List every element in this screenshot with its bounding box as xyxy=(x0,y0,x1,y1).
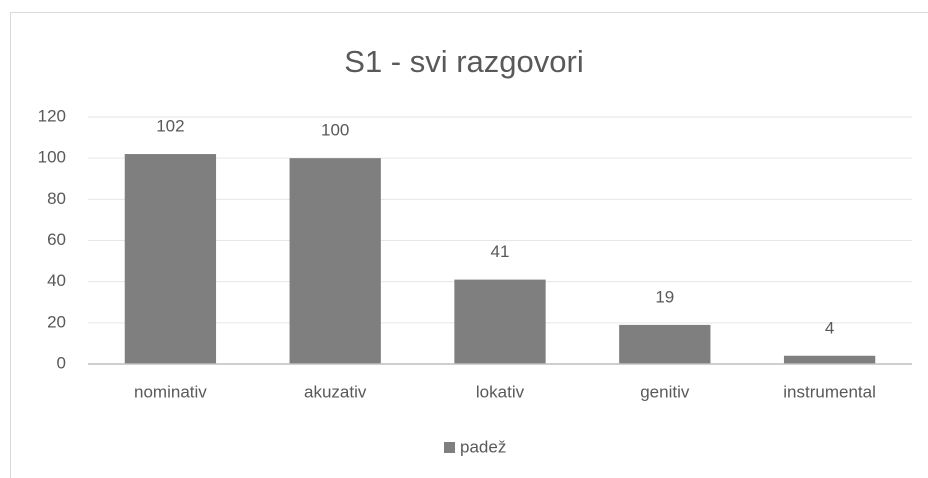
chart-title: S1 - svi razgovori xyxy=(344,44,583,79)
bar xyxy=(454,279,546,364)
data-label: 100 xyxy=(321,121,349,140)
bar xyxy=(289,158,381,364)
x-tick-label: instrumental xyxy=(783,382,876,401)
data-label: 4 xyxy=(825,318,834,337)
x-tick-label: akuzativ xyxy=(304,382,367,401)
y-tick-label: 80 xyxy=(47,189,66,208)
bar xyxy=(619,324,711,364)
y-tick-label: 40 xyxy=(47,271,66,290)
x-tick-label: nominativ xyxy=(134,382,207,401)
legend-swatch xyxy=(444,442,455,453)
y-tick-label: 0 xyxy=(57,353,66,372)
data-label: 41 xyxy=(491,242,510,261)
x-tick-label: lokativ xyxy=(476,382,525,401)
y-tick-label: 20 xyxy=(47,312,66,331)
y-tick-label: 120 xyxy=(38,106,66,125)
data-label: 102 xyxy=(156,117,184,136)
bar xyxy=(124,154,217,364)
data-label: 19 xyxy=(655,287,674,306)
legend-label: padež xyxy=(460,437,506,456)
x-tick-label: genitiv xyxy=(640,382,690,401)
y-tick-label: 60 xyxy=(47,230,66,249)
y-tick-label: 100 xyxy=(38,148,66,167)
bar xyxy=(783,355,876,364)
